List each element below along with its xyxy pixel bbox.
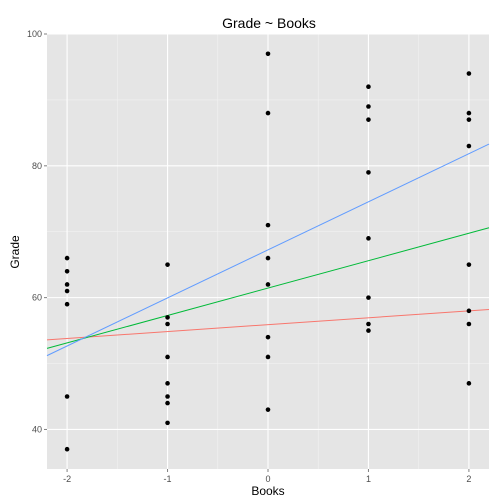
data-point: [466, 381, 472, 386]
data-point: [165, 381, 170, 386]
data-point: [466, 321, 472, 327]
data-point: [165, 354, 170, 360]
data-point: [265, 51, 271, 57]
x-axis-ticks: -2 -1 0 1 2: [63, 469, 471, 484]
data-point: [265, 222, 271, 228]
data-point: [466, 117, 472, 122]
data-point: [64, 301, 70, 307]
data-point: [466, 143, 472, 149]
x-tick-label: 1: [366, 474, 371, 484]
data-point: [64, 268, 70, 274]
data-point: [466, 110, 472, 116]
data-point: [265, 407, 271, 412]
data-point: [366, 84, 371, 90]
data-point: [466, 262, 472, 267]
fit-line: [46, 309, 490, 341]
data-point: [165, 321, 170, 327]
data-points: [64, 51, 472, 452]
data-point: [366, 170, 371, 175]
data-point: [366, 117, 371, 122]
data-point: [165, 400, 170, 406]
data-point: [64, 255, 70, 261]
major-gridlines: [47, 33, 489, 469]
data-point: [265, 110, 271, 116]
x-tick-label: 2: [466, 474, 471, 484]
data-point: [165, 262, 170, 267]
y-tick-label: 60: [32, 293, 42, 303]
x-tick-label: -2: [63, 474, 71, 484]
data-point: [265, 334, 271, 340]
data-point: [265, 354, 271, 360]
data-point: [165, 420, 170, 426]
chart-title: Grade ~ Books: [222, 15, 316, 31]
y-tick-label: 80: [32, 161, 42, 171]
data-point: [466, 308, 472, 314]
y-axis-title: Grade: [8, 235, 22, 269]
data-point: [366, 295, 371, 300]
data-point: [64, 446, 70, 452]
data-point: [64, 282, 70, 287]
x-tick-label: -1: [164, 474, 172, 484]
data-point: [64, 288, 70, 294]
data-point: [366, 104, 371, 109]
data-point: [165, 315, 170, 320]
fit-line: [46, 143, 490, 357]
data-point: [366, 321, 371, 327]
data-point: [265, 255, 271, 261]
data-point: [366, 236, 371, 241]
data-point: [366, 328, 371, 333]
data-point: [265, 282, 271, 287]
data-point: [64, 394, 70, 399]
y-axis-ticks: 40 60 80 100: [27, 29, 47, 434]
y-tick-label: 100: [27, 29, 42, 39]
x-tick-label: 0: [265, 474, 270, 484]
data-point: [165, 394, 170, 399]
fit-lines: [46, 143, 490, 357]
data-point: [466, 71, 472, 76]
y-tick-label: 40: [32, 424, 42, 434]
fit-line: [46, 227, 490, 349]
x-axis-title: Books: [251, 484, 284, 498]
